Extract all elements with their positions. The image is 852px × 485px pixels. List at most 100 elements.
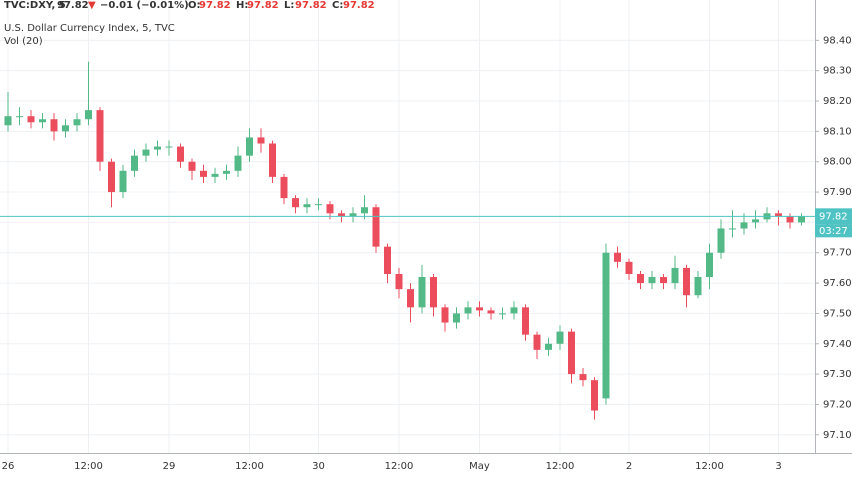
chart-title: U.S. Dollar Currency Index, 5, TVC: [4, 23, 175, 34]
y-tick-label: 97.90: [823, 187, 852, 198]
candle-body: [568, 331, 575, 375]
candle-body: [292, 198, 299, 208]
x-tick-label: 12:00: [74, 461, 103, 472]
x-tick-label: May: [469, 461, 490, 472]
candle-body: [579, 374, 587, 381]
candle-body: [303, 204, 311, 208]
candle-body: [545, 343, 552, 350]
x-tick-label: 26: [2, 461, 15, 472]
candle-body: [556, 331, 564, 344]
candle-body: [591, 380, 598, 411]
candle-body: [269, 143, 276, 177]
x-tick-label: 12:00: [235, 461, 264, 472]
candle-body: [637, 273, 644, 284]
x-tick-label: 30: [312, 461, 325, 472]
y-tick-label: 97.50: [823, 308, 852, 319]
candle-body: [142, 149, 150, 156]
x-tick-label: 2: [626, 461, 632, 472]
candle-body: [717, 228, 725, 253]
candle-body: [361, 207, 368, 214]
change: −0.01 (−0.01%): [100, 0, 189, 11]
candle-body: [119, 170, 127, 193]
candle-body: [671, 267, 679, 284]
candle-body: [464, 307, 472, 314]
y-tick-label: 98.30: [823, 66, 852, 77]
y-tick-label: 97.20: [823, 399, 852, 410]
chart-subtitle: Vol (20): [4, 36, 43, 47]
countdown: 03:27: [819, 226, 848, 237]
candle-body: [62, 125, 69, 132]
y-tick-label: 98.40: [823, 35, 852, 46]
candle-body: [648, 277, 656, 284]
candle-body: [154, 146, 161, 150]
x-tick-label: 29: [163, 461, 176, 472]
y-tick-label: 98.10: [823, 126, 852, 137]
candle-body: [211, 173, 219, 177]
candle-body: [188, 161, 196, 171]
y-tick-label: 97.40: [823, 339, 852, 350]
grid-layer: [0, 0, 815, 453]
candle-body: [407, 289, 414, 308]
candle-body: [108, 161, 115, 193]
candle-body: [315, 204, 322, 206]
candle-body: [625, 261, 633, 274]
candle-body: [786, 216, 794, 223]
candle-body: [257, 137, 265, 144]
y-tick-label: 97.30: [823, 369, 852, 380]
y-tick-label: 97.70: [823, 248, 852, 259]
ohlc-label: H:: [236, 0, 248, 11]
change-arrow: ▼: [88, 0, 96, 11]
symbol: TVC:DXY, 5: [4, 0, 66, 11]
ohlc-value: 97.82: [343, 0, 375, 11]
ohlc-label: O:: [188, 0, 201, 11]
candle-body: [165, 146, 173, 148]
x-tick-label: 12:00: [695, 461, 724, 472]
candle-body: [775, 213, 782, 217]
candle-body: [798, 216, 805, 223]
candle-body: [27, 116, 35, 123]
candle-body: [487, 310, 495, 314]
candle-body: [476, 307, 483, 311]
candle-body: [326, 204, 334, 214]
ohlc-value: 97.82: [247, 0, 279, 11]
candle-body: [131, 155, 138, 171]
candle-body: [430, 277, 437, 308]
candle-body: [200, 170, 207, 177]
x-tick-label: 12:00: [546, 461, 575, 472]
candle-body: [338, 213, 345, 217]
candle-body: [683, 267, 690, 296]
candle-body: [694, 277, 702, 296]
candle-body: [740, 222, 748, 229]
y-tick-label: 98.20: [823, 96, 852, 107]
candle-body: [729, 228, 736, 230]
x-tick-label: 12:00: [385, 461, 414, 472]
candle-body: [522, 307, 529, 335]
candle-body: [96, 110, 104, 162]
candle-body: [602, 252, 610, 399]
candle-body: [280, 176, 288, 199]
y-tick-label: 98.00: [823, 157, 852, 168]
candle-body: [395, 273, 403, 290]
price-label-box: [815, 208, 852, 225]
candle-body: [441, 307, 449, 323]
x-tick-label: 3: [775, 461, 781, 472]
candle-body: [372, 207, 380, 247]
candle-body: [50, 119, 58, 132]
candle-body: [4, 116, 12, 126]
y-tick-label: 97.60: [823, 278, 852, 289]
candle-body: [614, 252, 621, 262]
candle-body: [660, 277, 667, 284]
candle-body: [223, 170, 230, 174]
ohlc-label: C:: [332, 0, 343, 11]
candle-body: [453, 313, 460, 323]
candle-body: [85, 110, 92, 120]
candle-body: [39, 119, 46, 123]
candle-body: [16, 116, 23, 118]
candle-body: [349, 213, 357, 217]
countdown-box: [815, 224, 852, 238]
candle-body: [177, 146, 184, 162]
candle-body: [752, 219, 759, 223]
ohlc-value: 97.82: [295, 0, 327, 11]
candle-body: [234, 155, 242, 171]
